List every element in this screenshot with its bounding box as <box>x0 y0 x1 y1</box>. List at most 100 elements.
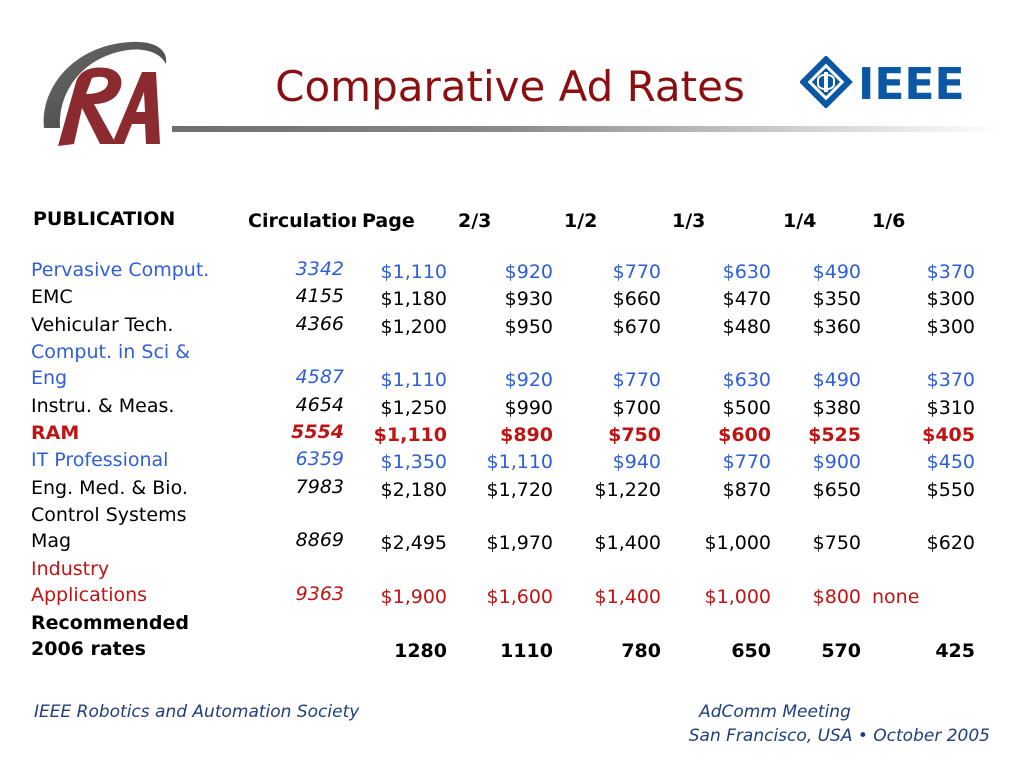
publication-name: Industry <box>31 557 110 580</box>
publication-name: Comput. in Sci & <box>31 340 191 363</box>
cell-circ: 3342 <box>295 258 344 280</box>
cell-circ: 9363 <box>295 583 344 606</box>
cell-quarter: $900 <box>812 451 861 474</box>
header-sixth: 1/6 <box>872 210 906 232</box>
cell-sixth: $370 <box>926 261 975 283</box>
cell-quarter: $750 <box>812 532 861 555</box>
cell-page: $2,495 <box>380 532 447 555</box>
cell-half: $1,400 <box>594 586 661 609</box>
cell-page: $1,900 <box>380 586 447 609</box>
ieee-logo-text: IEEE <box>858 59 965 108</box>
title-divider <box>172 126 1002 132</box>
cell-sixth: none <box>872 586 920 609</box>
cell-page: $1,350 <box>380 451 447 474</box>
publication-name: Pervasive Comput. <box>31 259 210 281</box>
ieee-logo-icon: IEEE <box>800 56 965 108</box>
publication-name: Recommended <box>31 611 189 634</box>
cell-sixth: $450 <box>926 451 975 474</box>
cell-sixth: $300 <box>926 288 975 311</box>
cell-third: $1,000 <box>704 532 771 555</box>
publication-name: Vehicular Tech. <box>31 313 174 336</box>
header-circulation: Circulation <box>248 210 356 232</box>
cell-page: $1,250 <box>380 396 447 419</box>
cell-third: $1,000 <box>704 586 771 609</box>
footer-meeting: AdComm Meeting <box>699 702 851 722</box>
header-half: 1/2 <box>564 210 598 232</box>
cell-half: $770 <box>612 261 661 283</box>
cell-page: $1,110 <box>373 424 447 446</box>
cell-two-thirds: $920 <box>504 369 553 392</box>
cell-circ: 5554 <box>291 421 344 443</box>
cell-two-thirds: $1,600 <box>486 586 553 609</box>
cell-circ: 4366 <box>295 312 344 335</box>
cell-circ: 8869 <box>295 529 344 552</box>
cell-quarter: $380 <box>812 396 861 419</box>
footer-society: IEEE Robotics and Automation Society <box>34 702 360 722</box>
cell-third: $770 <box>722 451 771 474</box>
cell-quarter: $650 <box>812 478 861 501</box>
cell-half: $670 <box>612 315 661 338</box>
cell-half: $700 <box>612 396 661 419</box>
cell-quarter: $490 <box>812 261 861 283</box>
cell-sixth: $405 <box>922 424 975 446</box>
publication-name: Instru. & Meas. <box>31 394 175 417</box>
cell-two-thirds: $950 <box>504 315 553 338</box>
cell-quarter: $350 <box>812 288 861 311</box>
publication-name: Applications <box>31 584 148 607</box>
cell-sixth: $310 <box>926 396 975 419</box>
cell-circ: 7983 <box>295 475 344 498</box>
cell-two-thirds: $990 <box>504 396 553 419</box>
cell-page: $1,200 <box>380 315 447 338</box>
cell-third: $630 <box>722 261 771 283</box>
cell-quarter: $800 <box>812 586 861 609</box>
cell-half: 780 <box>621 640 661 662</box>
cell-half: $1,220 <box>594 478 661 501</box>
cell-half: $940 <box>612 451 661 474</box>
publication-name: 2006 rates <box>31 638 146 660</box>
cell-two-thirds: $930 <box>504 288 553 311</box>
cell-sixth: $300 <box>926 315 975 338</box>
header-page: Page <box>362 210 415 232</box>
cell-third: $600 <box>718 424 771 446</box>
cell-circ: 4155 <box>295 285 344 308</box>
publication-name: Eng <box>31 367 68 390</box>
cell-quarter: $490 <box>812 369 861 392</box>
header-third: 1/3 <box>672 210 706 232</box>
cell-page: $1,110 <box>380 261 447 283</box>
cell-two-thirds: 1110 <box>500 640 553 662</box>
cell-two-thirds: $1,970 <box>486 532 553 555</box>
cell-third: $500 <box>722 396 771 419</box>
cell-third: $470 <box>722 288 771 311</box>
cell-page: 1280 <box>394 640 447 662</box>
publication-name: Eng. Med. & Bio. <box>31 476 188 499</box>
ra-logo-icon <box>43 41 167 146</box>
cell-sixth: $550 <box>926 478 975 501</box>
publication-name: EMC <box>31 286 73 309</box>
cell-half: $770 <box>612 369 661 392</box>
publication-name: RAM <box>31 422 80 444</box>
publication-name: IT Professional <box>31 449 169 472</box>
cell-page: $1,180 <box>380 288 447 311</box>
cell-page: $1,110 <box>380 369 447 392</box>
cell-half: $750 <box>608 424 661 446</box>
cell-circ: 4587 <box>295 366 344 389</box>
cell-circ: 6359 <box>295 448 344 471</box>
cell-half: $1,400 <box>594 532 661 555</box>
cell-third: 650 <box>731 640 771 662</box>
publication-name: Mag <box>31 530 72 553</box>
slide-title: Comparative Ad Rates <box>275 62 745 111</box>
cell-third: $870 <box>722 478 771 501</box>
cell-sixth: $620 <box>926 532 975 555</box>
cell-half: $660 <box>612 288 661 311</box>
header-two-thirds: 2/3 <box>458 210 492 232</box>
cell-quarter: $525 <box>808 424 861 446</box>
cell-quarter: $360 <box>812 315 861 338</box>
cell-circ: 4654 <box>295 393 344 416</box>
publication-name: Control Systems <box>31 503 187 526</box>
footer-location-date: San Francisco, USA • October 2005 <box>688 726 990 746</box>
cell-two-thirds: $920 <box>504 261 553 283</box>
cell-two-thirds: $1,110 <box>486 451 553 474</box>
cell-quarter: 570 <box>821 640 861 662</box>
